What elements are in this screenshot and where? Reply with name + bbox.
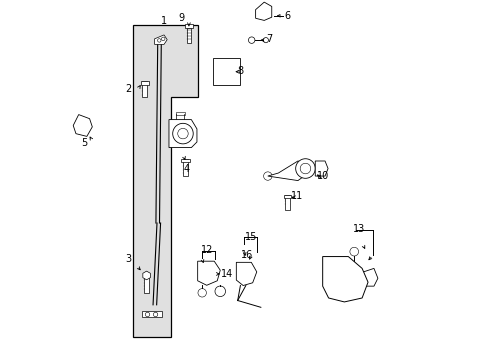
Circle shape bbox=[157, 39, 161, 42]
Circle shape bbox=[263, 37, 268, 43]
Text: 7: 7 bbox=[266, 35, 272, 44]
Polygon shape bbox=[141, 311, 161, 318]
Polygon shape bbox=[322, 257, 367, 302]
Circle shape bbox=[224, 69, 228, 74]
Text: 9: 9 bbox=[178, 13, 184, 23]
Circle shape bbox=[339, 275, 350, 286]
Text: 16: 16 bbox=[241, 250, 253, 260]
Circle shape bbox=[215, 286, 225, 297]
Text: 10: 10 bbox=[317, 171, 329, 181]
Circle shape bbox=[300, 163, 310, 174]
Bar bbox=[218, 63, 234, 80]
Circle shape bbox=[161, 37, 164, 41]
Circle shape bbox=[260, 9, 267, 17]
Text: 15: 15 bbox=[244, 232, 257, 242]
Polygon shape bbox=[197, 261, 220, 285]
Text: 12: 12 bbox=[200, 245, 213, 255]
Bar bbox=[284, 195, 290, 198]
Circle shape bbox=[263, 172, 271, 180]
Text: 3: 3 bbox=[124, 254, 131, 264]
Bar bbox=[285, 195, 289, 210]
Bar bbox=[175, 112, 184, 115]
Polygon shape bbox=[154, 35, 167, 44]
Text: 2: 2 bbox=[124, 84, 131, 94]
Circle shape bbox=[177, 129, 188, 139]
Circle shape bbox=[349, 247, 358, 256]
Polygon shape bbox=[212, 58, 240, 85]
Bar bbox=[185, 24, 192, 28]
Text: 1: 1 bbox=[161, 17, 166, 27]
Polygon shape bbox=[362, 269, 377, 286]
Text: 4: 4 bbox=[183, 164, 190, 174]
Bar bbox=[144, 275, 149, 293]
Text: 6: 6 bbox=[284, 11, 290, 21]
Bar bbox=[182, 159, 188, 176]
Bar bbox=[141, 81, 148, 85]
Bar bbox=[241, 268, 251, 279]
Text: 8: 8 bbox=[237, 66, 244, 76]
Text: 14: 14 bbox=[221, 269, 233, 279]
Circle shape bbox=[334, 269, 355, 291]
Text: 13: 13 bbox=[352, 225, 365, 234]
Circle shape bbox=[172, 123, 193, 144]
Bar bbox=[186, 28, 191, 42]
Circle shape bbox=[153, 312, 158, 317]
Bar bbox=[202, 267, 214, 279]
Polygon shape bbox=[267, 161, 308, 181]
Circle shape bbox=[248, 37, 254, 43]
Polygon shape bbox=[169, 120, 197, 148]
Polygon shape bbox=[73, 114, 92, 136]
Polygon shape bbox=[315, 161, 327, 176]
Polygon shape bbox=[236, 262, 256, 285]
Bar bbox=[181, 159, 189, 162]
Polygon shape bbox=[255, 2, 271, 21]
Circle shape bbox=[145, 312, 149, 317]
Polygon shape bbox=[132, 25, 198, 337]
Polygon shape bbox=[142, 271, 150, 280]
Text: 5: 5 bbox=[81, 139, 87, 148]
Bar bbox=[142, 81, 147, 97]
Circle shape bbox=[295, 159, 315, 178]
Text: 11: 11 bbox=[291, 191, 303, 201]
Circle shape bbox=[198, 289, 206, 297]
